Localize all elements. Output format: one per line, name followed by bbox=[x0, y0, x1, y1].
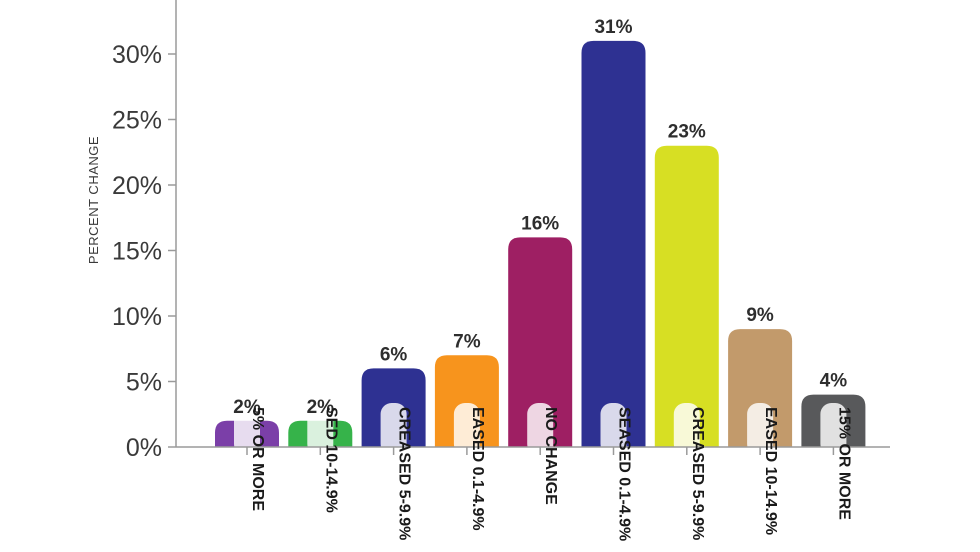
y-tick-label: 5% bbox=[126, 369, 162, 397]
category-label: CREASED 5-9.9% bbox=[396, 407, 413, 540]
y-tick-label: 15% bbox=[112, 238, 162, 266]
data-label: 2% bbox=[233, 397, 261, 418]
y-axis: 0% 5% 10% 15% 20% 25% 30% 35% bbox=[112, 0, 177, 462]
bar-label-tab bbox=[307, 403, 334, 455]
bar-label-tab bbox=[820, 403, 847, 455]
category-label: 15% OR MORE bbox=[835, 407, 852, 520]
bar-label-tab bbox=[673, 403, 700, 455]
bar-label-tab bbox=[747, 403, 774, 455]
bar bbox=[728, 329, 793, 447]
bar-label-tab bbox=[380, 403, 407, 455]
x-axis: 5% OR MORE SED 10-14.9% CREASED 5-9.9% EASE… bbox=[176, 407, 890, 541]
bar bbox=[508, 237, 573, 447]
y-tick-label: 0% bbox=[126, 434, 162, 462]
data-label: 16% bbox=[521, 213, 559, 234]
data-label: 2% bbox=[307, 397, 335, 418]
bar-label-tab bbox=[600, 403, 627, 455]
data-label: 4% bbox=[820, 371, 848, 392]
category-label: EASED 0.1-4.9% bbox=[469, 407, 486, 531]
category-label: 5% OR MORE bbox=[249, 407, 266, 511]
bar-label-tab bbox=[453, 403, 480, 455]
data-label: 7% bbox=[453, 331, 481, 352]
bars-group: 2% 2% 6% 7% 16% 31% 23% 9% 4% bbox=[215, 17, 866, 455]
bar bbox=[654, 145, 719, 447]
data-label: 31% bbox=[594, 17, 632, 38]
y-tick-label: 25% bbox=[112, 107, 162, 135]
y-tick-label: 30% bbox=[112, 41, 162, 69]
category-label: SEASED 0.1-4.9% bbox=[616, 407, 633, 541]
y-tick-label: 10% bbox=[112, 303, 162, 331]
bar bbox=[581, 40, 646, 448]
category-label: CREASED 5-9.9% bbox=[689, 407, 706, 540]
data-label: 9% bbox=[746, 305, 774, 326]
y-tick-label: 20% bbox=[112, 172, 162, 200]
data-label: 23% bbox=[668, 122, 706, 143]
y-axis-label: PERCENT CHANGE bbox=[86, 136, 101, 264]
y-tick-label: 35% bbox=[112, 0, 162, 4]
bar-label-tab bbox=[527, 403, 554, 455]
category-label: EASED 10-14.9% bbox=[762, 407, 779, 535]
bar bbox=[434, 355, 499, 447]
category-label: SED 10-14.9% bbox=[322, 407, 339, 513]
bar-label-tab bbox=[234, 403, 260, 455]
data-label: 6% bbox=[380, 344, 408, 365]
category-label: NO CHANGE bbox=[542, 407, 559, 505]
